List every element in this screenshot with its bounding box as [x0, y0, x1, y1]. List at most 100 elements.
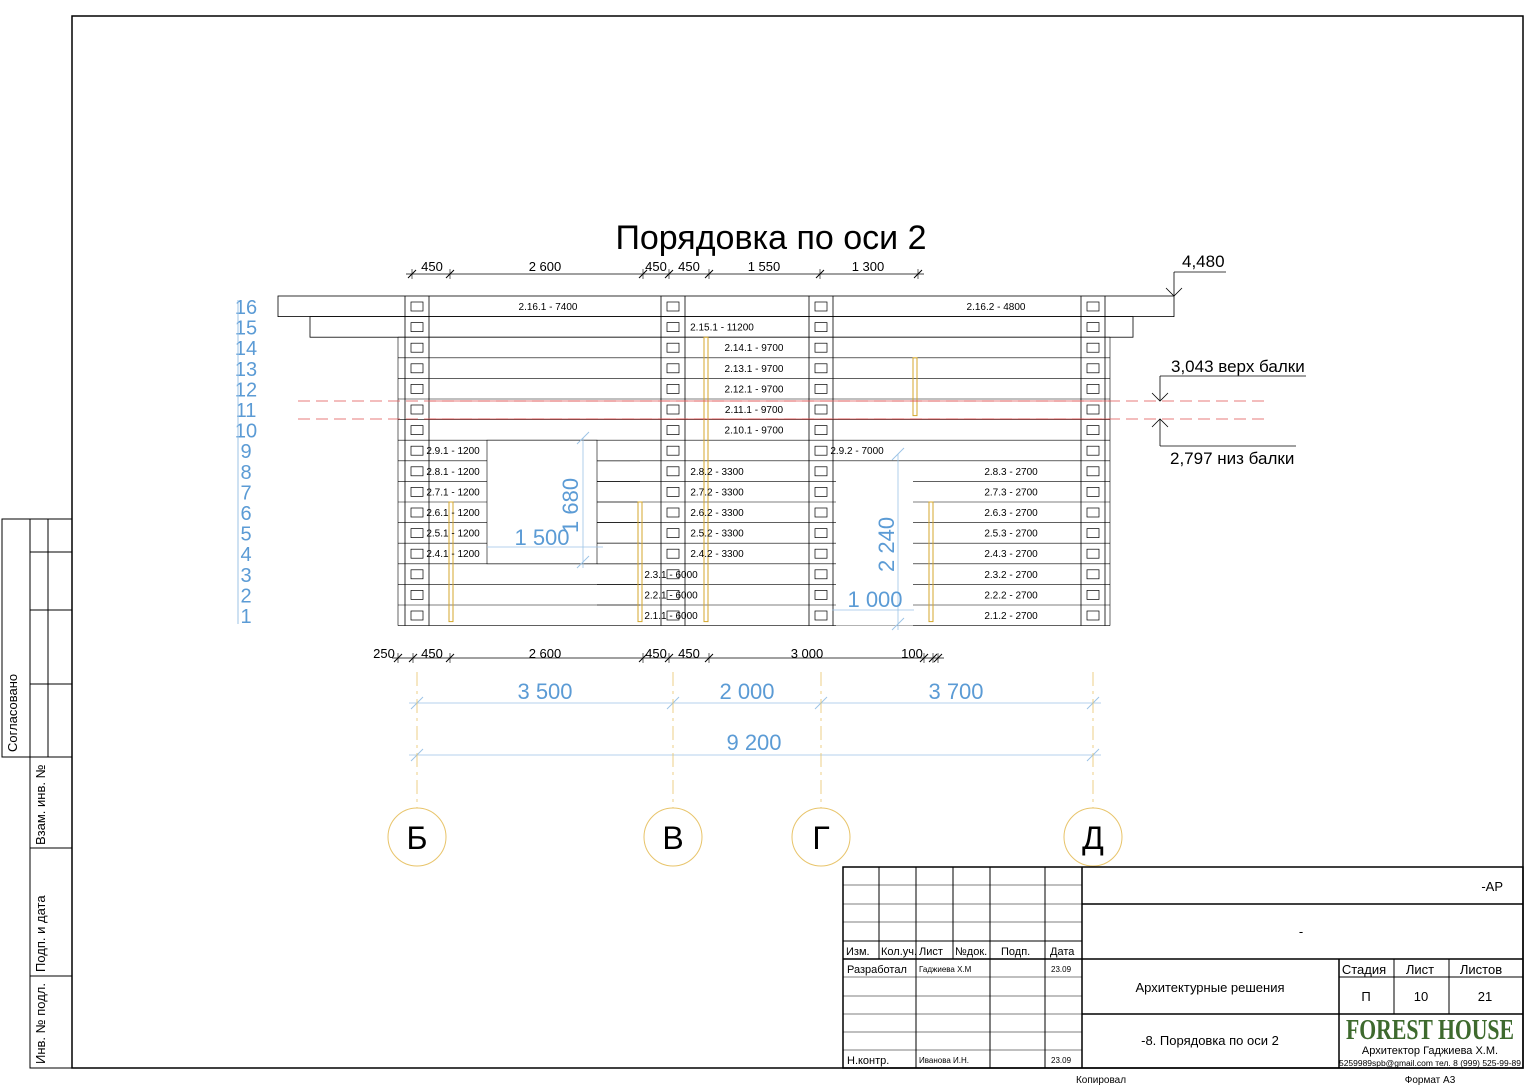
tb-control-date: 23.09: [1051, 1056, 1072, 1065]
log-label: 2.7.1 - 1200: [426, 487, 480, 498]
tb-h-list: Лист: [919, 946, 943, 958]
dim-value: 450: [645, 646, 667, 661]
notch-block: [814, 569, 828, 580]
tb-dash: -: [1299, 924, 1303, 939]
notch-block: [1086, 548, 1100, 559]
log-label: 2.16.1 - 7400: [519, 302, 578, 313]
notch-block: [666, 363, 680, 374]
total-dim-value: 9 200: [726, 730, 781, 755]
tb-code: -АР: [1481, 879, 1503, 894]
log-label: 2.8.1 - 1200: [426, 467, 480, 478]
notch-block: [1086, 590, 1100, 600]
dim-tick: [576, 555, 590, 569]
log-label: 2.8.2 - 3300: [690, 467, 744, 478]
log-label: 2.10.1 - 9700: [725, 426, 784, 437]
notch-block: [410, 507, 424, 518]
notch-block: [814, 507, 828, 518]
notch-block: [814, 404, 828, 415]
notch-block: [666, 425, 680, 435]
title-block: -АР - Изм. Кол.уч. Лист №док. Подп. Дата…: [842, 866, 1524, 1086]
drawing-title: Порядовка по оси 2: [615, 219, 926, 257]
log-label: 2.3.1 - 6000: [644, 570, 698, 581]
dim-value: 450: [678, 646, 700, 661]
notch-block: [814, 610, 828, 621]
dim-value: 1 300: [852, 259, 885, 274]
notch-block: [666, 487, 680, 497]
notch-block: [666, 301, 680, 312]
notch-block: [410, 425, 424, 435]
window-width: 1 500: [514, 525, 569, 550]
door-opening: [836, 461, 913, 626]
dim-value: 3 000: [791, 646, 824, 661]
tb-sheet-label: Лист: [1406, 962, 1434, 977]
axis-bubble: [791, 807, 851, 867]
stamp-agreed: Согласовано: [5, 674, 20, 752]
level-arrow: [1151, 418, 1169, 428]
axis-label: Г: [812, 820, 829, 856]
log-label: 2.2.2 - 2700: [984, 590, 1038, 601]
dowel: [637, 501, 643, 623]
row-number: 2: [240, 585, 251, 607]
tb-copied: Копировал: [1076, 1075, 1126, 1086]
tb-format: Формат А3: [1405, 1075, 1456, 1086]
tb-sheets-label: Листов: [1460, 962, 1502, 977]
row-number: 3: [240, 565, 251, 587]
dim-value: 450: [421, 259, 443, 274]
row-number: 1: [240, 606, 251, 628]
notch-block: [410, 466, 424, 477]
tb-h-date: Дата: [1050, 946, 1075, 958]
notch-block: [1086, 322, 1100, 332]
window-height: 1 680: [558, 478, 583, 533]
dim-tick: [891, 447, 905, 461]
log-label: 2.15.1 - 11200: [690, 323, 754, 334]
row-number: 8: [240, 462, 251, 484]
dim-value: 100: [901, 646, 923, 661]
notch-block: [814, 322, 828, 332]
notch-block: [814, 342, 828, 353]
log-label: 2.5.3 - 2700: [984, 529, 1038, 540]
notch-block: [1086, 528, 1100, 538]
notch-block: [410, 569, 424, 580]
row-number: 6: [240, 503, 251, 525]
dim-value: 450: [678, 259, 700, 274]
stamp-podp: Подп. и дата: [33, 895, 48, 972]
log-label: 2.5.1 - 1200: [426, 529, 480, 540]
side-stamp: Согласовано Взам. инв. № Подп. и дата Ин…: [1, 518, 73, 1069]
notch-block: [1086, 363, 1100, 374]
level-beam-bottom: 2,797 низ балки: [1170, 449, 1294, 468]
tb-contact: 5259989spb@gmail.com тел. 8 (999) 525-99…: [1339, 1059, 1522, 1068]
log-label: 2.2.1 - 6000: [644, 590, 698, 601]
dowel: [912, 357, 918, 417]
sheet-frame: [71, 15, 1524, 1069]
notch-block: [410, 301, 424, 312]
notch-block: [1086, 342, 1100, 353]
axis-label: Д: [1082, 820, 1104, 856]
notch-block: [666, 528, 680, 538]
log-label: 2.7.3 - 2700: [984, 487, 1038, 498]
log-label: 2.11.1 - 9700: [725, 405, 784, 416]
tb-control-name: Иванова И.Н.: [919, 1056, 969, 1065]
notch-block: [410, 590, 424, 600]
dim-value: 450: [645, 259, 667, 274]
notch-block: [814, 548, 828, 559]
window-opening: [487, 441, 597, 564]
notch-block: [1086, 301, 1100, 312]
tb-h-ndok: №док.: [955, 946, 987, 958]
log-label: 2.1.2 - 2700: [984, 611, 1038, 622]
axis-label: В: [662, 820, 683, 856]
notch-block: [410, 610, 424, 621]
door-width: 1 000: [847, 587, 902, 612]
axis-dim-value: 3 700: [928, 679, 983, 704]
row-number: 16: [235, 297, 257, 319]
log-label: 2.6.2 - 3300: [690, 508, 744, 519]
stamp-vzam: Взам. инв. №: [33, 764, 48, 845]
row-number: 4: [240, 544, 251, 566]
tb-h-podp: Подп.: [1001, 946, 1030, 958]
notch-block: [410, 487, 424, 497]
notch-block: [666, 466, 680, 477]
notch-block: [666, 590, 680, 600]
notch-block: [814, 466, 828, 477]
row-number: 7: [240, 482, 251, 504]
